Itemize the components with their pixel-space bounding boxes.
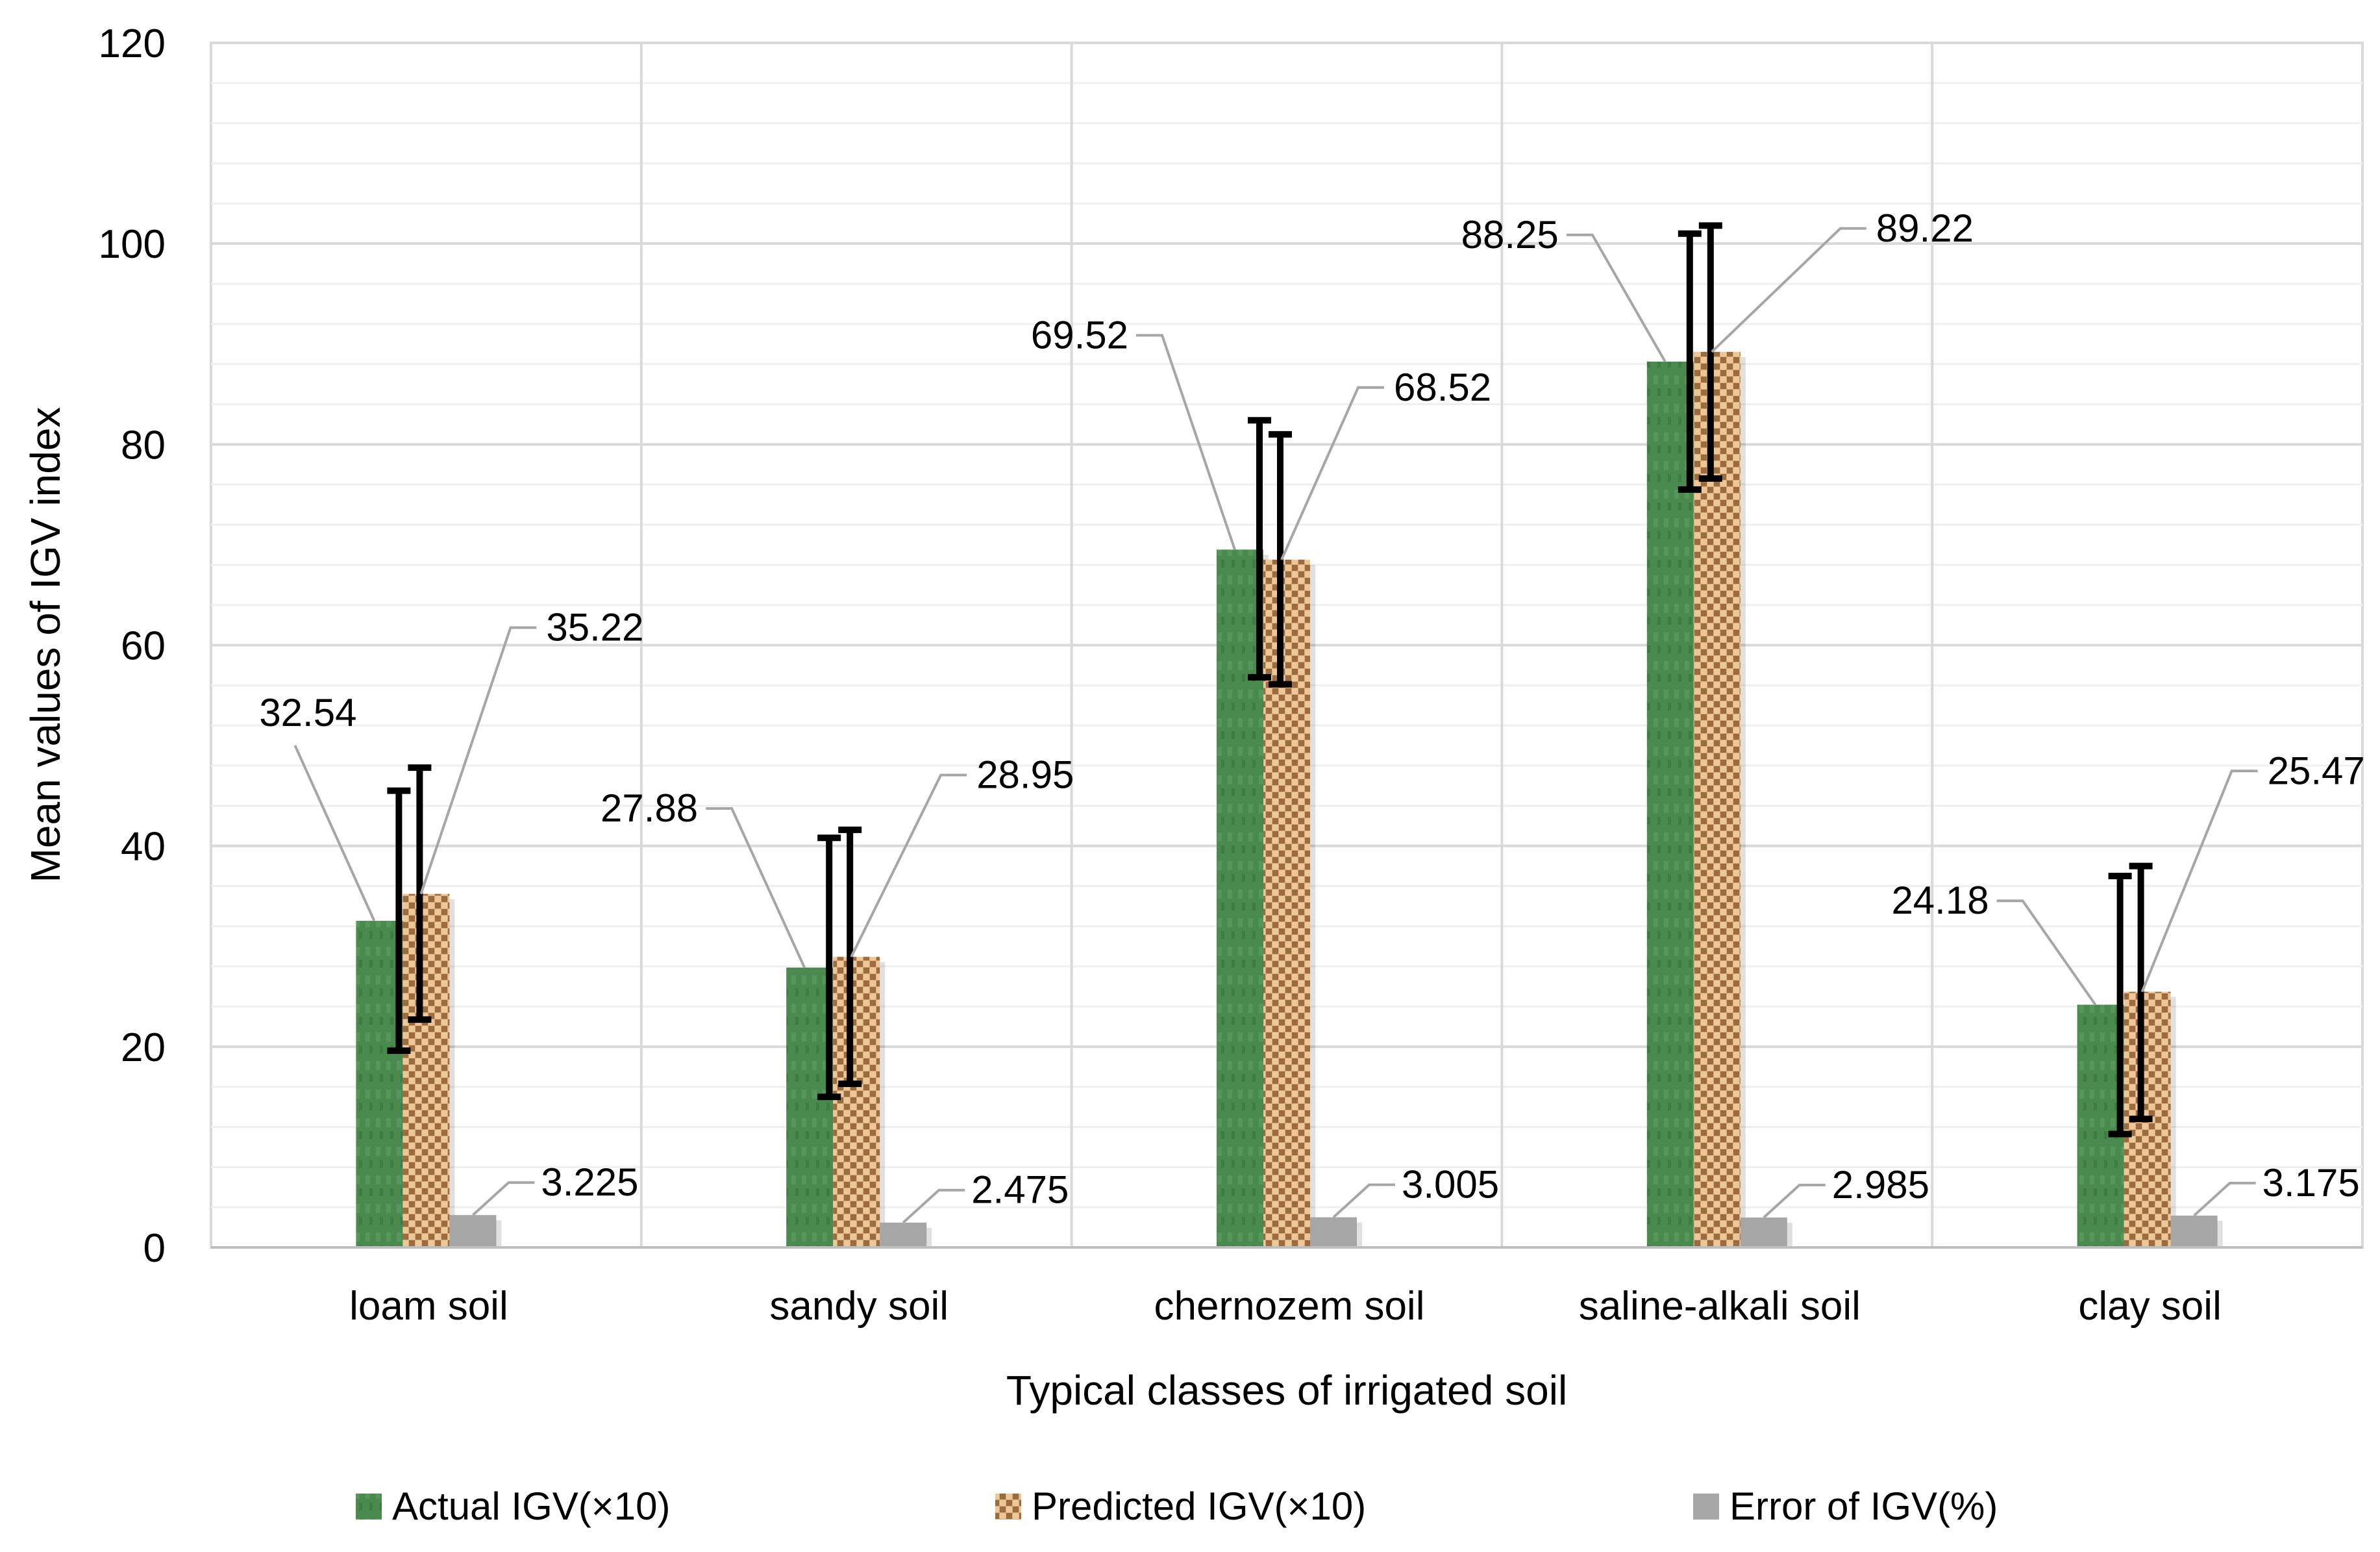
leader-line (1332, 1183, 1395, 1219)
bar-actual (786, 968, 834, 1247)
leader-line (850, 773, 967, 958)
label-leader-lines (293, 227, 2258, 1224)
bar-actual (1217, 549, 1263, 1247)
bar-actual (2077, 1005, 2124, 1247)
leader-line (1711, 227, 1866, 353)
data-label-actual: 27.88 (601, 786, 698, 830)
leader-line (1996, 899, 2097, 1006)
error-bars (387, 222, 2153, 1138)
leader-line (2140, 770, 2258, 993)
y-tick-label: 100 (99, 222, 166, 267)
legend-swatch (356, 1494, 382, 1520)
legend: Actual IGV(×10) Predicted IGV(×10) Error o… (356, 1484, 1998, 1528)
data-label-error: 2.985 (1832, 1163, 1929, 1207)
legend-item: Predicted IGV(×10) (995, 1484, 1366, 1528)
data-label-predicted: 25.47 (2268, 749, 2365, 792)
y-tick-label: 60 (121, 624, 166, 669)
data-labels: 32.54 35.22 3.225 27.88 28.95 2.475 69.52 68.52… (259, 207, 2364, 1212)
bar-predicted (833, 957, 880, 1247)
data-label-error: 2.475 (971, 1168, 1069, 1212)
leader-line (902, 1188, 965, 1224)
bar-error (2170, 1215, 2218, 1247)
bar-actual (356, 920, 403, 1247)
leader-line (1280, 386, 1384, 560)
bar-predicted (1693, 351, 1741, 1247)
legend-label: Actual IGV(×10) (392, 1484, 671, 1528)
leader-line (2193, 1181, 2256, 1217)
y-tick-label: 40 (121, 825, 166, 870)
y-tick-label: 120 (99, 21, 166, 66)
y-tick-label: 0 (143, 1226, 166, 1271)
leader-line (419, 626, 537, 895)
data-label-actual: 69.52 (1031, 313, 1128, 357)
bar-actual (1646, 361, 1694, 1248)
bar-error (1740, 1217, 1787, 1247)
x-tick-label: saline-alkali soil (1579, 1284, 1861, 1329)
leader-line (706, 807, 806, 968)
data-label-predicted: 68.52 (1394, 366, 1491, 409)
legend-swatch (995, 1494, 1021, 1520)
x-tick-label: sandy soil (769, 1284, 948, 1329)
data-label-actual: 88.25 (1461, 213, 1559, 257)
x-tick-label: chernozem soil (1154, 1284, 1425, 1329)
x-axis-category-labels: loam soil sandy soil chernozem soil saline-… (349, 1284, 2222, 1329)
bar-error (1310, 1217, 1357, 1247)
data-label-predicted: 89.22 (1876, 207, 1974, 250)
legend-swatch (1693, 1494, 1719, 1520)
bar-error (880, 1222, 927, 1247)
leader-line (1763, 1183, 1826, 1219)
legend-item: Error of IGV(%) (1693, 1484, 1998, 1528)
x-axis-title: Typical classes of irrigated soil (1006, 1367, 1567, 1414)
y-axis-title: Mean values of IGV index (22, 407, 69, 883)
data-label-actual: 32.54 (259, 691, 356, 734)
data-label-predicted: 28.95 (976, 753, 1074, 796)
data-label-error: 3.225 (541, 1160, 638, 1204)
vertical-gridlines (639, 43, 1934, 1247)
data-label-error: 3.175 (2262, 1161, 2360, 1205)
x-tick-label: clay soil (2078, 1284, 2222, 1329)
bar-error (449, 1215, 497, 1247)
legend-label: Predicted IGV(×10) (1032, 1484, 1366, 1528)
leader-line (293, 745, 376, 921)
legend-label: Error of IGV(%) (1729, 1484, 1998, 1528)
leader-line (1566, 233, 1667, 362)
leader-line (1136, 334, 1236, 550)
legend-item: Actual IGV(×10) (356, 1484, 671, 1528)
bar-predicted (1263, 559, 1310, 1248)
bar-predicted (403, 894, 450, 1247)
data-label-error: 3.005 (1402, 1163, 1499, 1207)
y-tick-label: 20 (121, 1025, 166, 1070)
leader-line (472, 1181, 535, 1216)
y-tick-label: 80 (121, 423, 166, 468)
x-tick-label: loam soil (349, 1284, 508, 1329)
y-axis-ticks: 0 20 40 60 80 100 120 (99, 21, 166, 1271)
data-label-predicted: 35.22 (546, 606, 643, 649)
data-label-actual: 24.18 (1891, 879, 1989, 922)
